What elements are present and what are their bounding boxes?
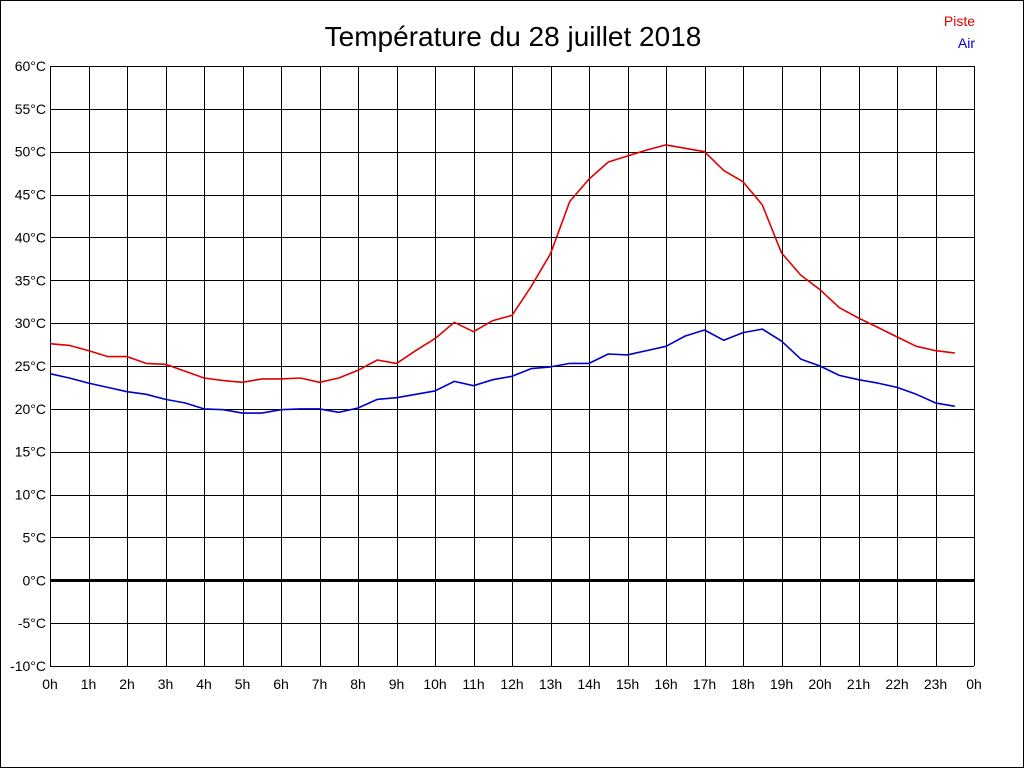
y-tick-label: 60°C bbox=[15, 58, 46, 74]
y-tick-label: 55°C bbox=[15, 101, 46, 117]
chart-grid bbox=[50, 66, 975, 667]
x-tick-label: 14h bbox=[577, 676, 600, 692]
x-tick-label: 3h bbox=[158, 676, 174, 692]
chart-title: Température du 28 juillet 2018 bbox=[325, 21, 702, 52]
x-tick-label: 4h bbox=[196, 676, 212, 692]
x-tick-label: 7h bbox=[312, 676, 328, 692]
series-layer bbox=[49, 144, 955, 414]
x-tick-label: 6h bbox=[273, 676, 289, 692]
x-tick-label: 18h bbox=[731, 676, 754, 692]
x-tick-label: 5h bbox=[235, 676, 251, 692]
y-tick-label: 10°C bbox=[15, 487, 46, 503]
x-tick-label: 13h bbox=[539, 676, 562, 692]
y-tick-label: 35°C bbox=[15, 272, 46, 288]
x-axis-ticks: 0h 1h 2h 3h 4h 5h 6h 7h 8h 9h 10h 11h 12h 13h 14h 15h 16… bbox=[42, 676, 982, 692]
y-tick-label: 15°C bbox=[15, 444, 46, 460]
y-tick-label: 45°C bbox=[15, 187, 46, 203]
x-tick-label: 22h bbox=[885, 676, 908, 692]
y-tick-label: 50°C bbox=[15, 144, 46, 160]
y-tick-label: 5°C bbox=[23, 529, 47, 545]
legend-item-air: Air bbox=[958, 35, 975, 51]
series-line-piste bbox=[49, 144, 955, 384]
x-tick-label: 23h bbox=[924, 676, 947, 692]
y-tick-label: 20°C bbox=[15, 401, 46, 417]
x-tick-label: 19h bbox=[770, 676, 793, 692]
x-tick-label: 10h bbox=[423, 676, 446, 692]
x-tick-label: 2h bbox=[119, 676, 135, 692]
x-tick-label: 0h bbox=[42, 676, 58, 692]
x-tick-label: 9h bbox=[389, 676, 405, 692]
y-tick-label: 40°C bbox=[15, 229, 46, 245]
x-tick-label: 12h bbox=[500, 676, 523, 692]
y-axis-ticks: 60°C 55°C 50°C 45°C 40°C 35°C 30°C 25°C 20°C 15°C… bbox=[10, 58, 46, 674]
x-tick-label: 11h bbox=[462, 676, 484, 692]
x-tick-label: 8h bbox=[350, 676, 366, 692]
x-tick-label: 15h bbox=[616, 676, 639, 692]
y-tick-label: 25°C bbox=[15, 358, 46, 374]
x-tick-label: 16h bbox=[654, 676, 677, 692]
y-tick-label: 0°C bbox=[23, 572, 47, 588]
y-tick-label: -5°C bbox=[18, 615, 46, 631]
x-tick-label: 1h bbox=[81, 676, 97, 692]
y-tick-label: -10°C bbox=[10, 658, 46, 674]
y-tick-label: 30°C bbox=[15, 315, 46, 331]
legend-item-piste: Piste bbox=[944, 13, 975, 29]
series-line-air bbox=[49, 328, 955, 414]
x-tick-label: 21h bbox=[847, 676, 870, 692]
x-tick-label: 20h bbox=[808, 676, 831, 692]
legend: Piste Air bbox=[944, 13, 975, 51]
x-tick-label: 17h bbox=[693, 676, 716, 692]
x-tick-label: 0h bbox=[966, 676, 982, 692]
